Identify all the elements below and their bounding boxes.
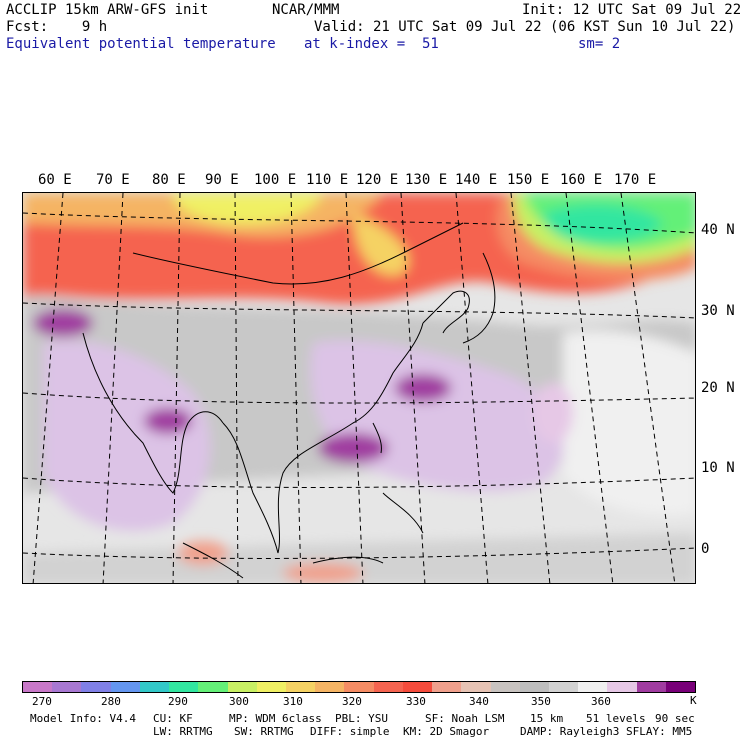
model-info-item: Model Info: V4.4: [30, 712, 136, 725]
colorbar-tick-label: 300: [229, 695, 249, 708]
model-info-item: KM: 2D Smagor: [403, 725, 490, 738]
longitude-label: 170 E: [614, 172, 657, 188]
longitude-label: 160 E: [560, 172, 603, 188]
forecast-hour: Fcst: 9 h: [6, 19, 108, 35]
colorbar-tick-label: 270: [32, 695, 52, 708]
latitude-label: 0: [701, 541, 710, 557]
k-index: at k-index = 51: [304, 36, 439, 52]
colorbar-swatch: [139, 682, 170, 692]
colorbar-swatch: [285, 682, 316, 692]
latitude-label: 10 N: [701, 460, 735, 476]
colorbar-tick-label: 310: [283, 695, 303, 708]
colorbar-swatch: [227, 682, 257, 692]
longitude-label: 110 E: [306, 172, 349, 188]
model-info-item: 15 km: [530, 712, 564, 725]
model-info-item: LW: RRTMG: [153, 725, 213, 738]
colorbar-tick-label: 350: [531, 695, 551, 708]
colorbar-tick-label: 340: [469, 695, 489, 708]
colorbar-swatch: [636, 682, 666, 692]
colorbar-tick-label: 280: [101, 695, 121, 708]
title-line1-left: ACCLIP 15km ARW-GFS init: [6, 2, 209, 18]
title-line1-center: NCAR/MMM: [272, 2, 340, 18]
smoothing: sm= 2: [578, 36, 621, 52]
valid-time: Valid: 21 UTC Sat 09 Jul 22 (06 KST Sun …: [314, 19, 736, 35]
colorbar-tick-label: 290: [168, 695, 188, 708]
model-info-item: MP: WDM 6class: [229, 712, 322, 725]
field-name: Equivalent potential temperature: [6, 36, 276, 52]
latitude-label: 20 N: [701, 380, 735, 396]
model-info-item: 51 levels: [586, 712, 646, 725]
map-panel: [22, 192, 696, 584]
longitude-label: 60 E: [38, 172, 72, 188]
colorbar-swatch: [52, 682, 82, 692]
colorbar-swatch: [665, 682, 696, 692]
model-info-item: SF: Noah LSM: [425, 712, 505, 725]
colorbar: [22, 681, 696, 693]
colorbar-swatch: [578, 682, 608, 692]
model-info-item: 90 sec: [655, 712, 695, 725]
colorbar-swatch: [256, 682, 286, 692]
init-time: Init: 12 UTC Sat 09 Jul 22: [522, 2, 740, 18]
model-info-item: PBL: YSU: [335, 712, 388, 725]
colorbar-swatch: [432, 682, 462, 692]
colorbar-swatch: [110, 682, 140, 692]
theta-e-field: [23, 193, 695, 583]
colorbar-tick-label: 320: [342, 695, 362, 708]
colorbar-swatch: [402, 682, 433, 692]
colorbar-swatch: [607, 682, 637, 692]
model-info-item: CU: KF: [153, 712, 193, 725]
coastlines: [82, 222, 496, 579]
graticule: [23, 193, 695, 583]
colorbar-swatch: [198, 682, 228, 692]
longitude-label: 80 E: [152, 172, 186, 188]
colorbar-tick-label: 360: [591, 695, 611, 708]
colorbar-swatch: [519, 682, 549, 692]
colorbar-swatch: [373, 682, 403, 692]
longitude-label: 120 E: [356, 172, 399, 188]
colorbar-tick-label: 330: [406, 695, 426, 708]
longitude-label: 100 E: [254, 172, 297, 188]
colorbar-swatch: [548, 682, 579, 692]
colorbar-swatch: [461, 682, 491, 692]
longitude-label: 130 E: [405, 172, 448, 188]
colorbar-swatch: [344, 682, 374, 692]
model-info-item: SFLAY: MM5: [626, 725, 693, 738]
colorbar-swatch: [23, 682, 53, 692]
colorbar-swatch: [490, 682, 520, 692]
latitude-label: 40 N: [701, 222, 735, 238]
model-info-item: DIFF: simple: [310, 725, 390, 738]
colorbar-unit: K: [690, 694, 697, 707]
map-svg: [23, 193, 695, 583]
longitude-label: 150 E: [507, 172, 550, 188]
longitude-label: 140 E: [455, 172, 498, 188]
model-info-item: SW: RRTMG: [234, 725, 294, 738]
latitude-label: 30 N: [701, 303, 735, 319]
colorbar-swatch: [169, 682, 199, 692]
longitude-label: 70 E: [96, 172, 130, 188]
colorbar-swatch: [315, 682, 345, 692]
colorbar-swatch: [81, 682, 111, 692]
longitude-label: 90 E: [205, 172, 239, 188]
model-info-item: DAMP: Rayleigh3: [520, 725, 620, 738]
